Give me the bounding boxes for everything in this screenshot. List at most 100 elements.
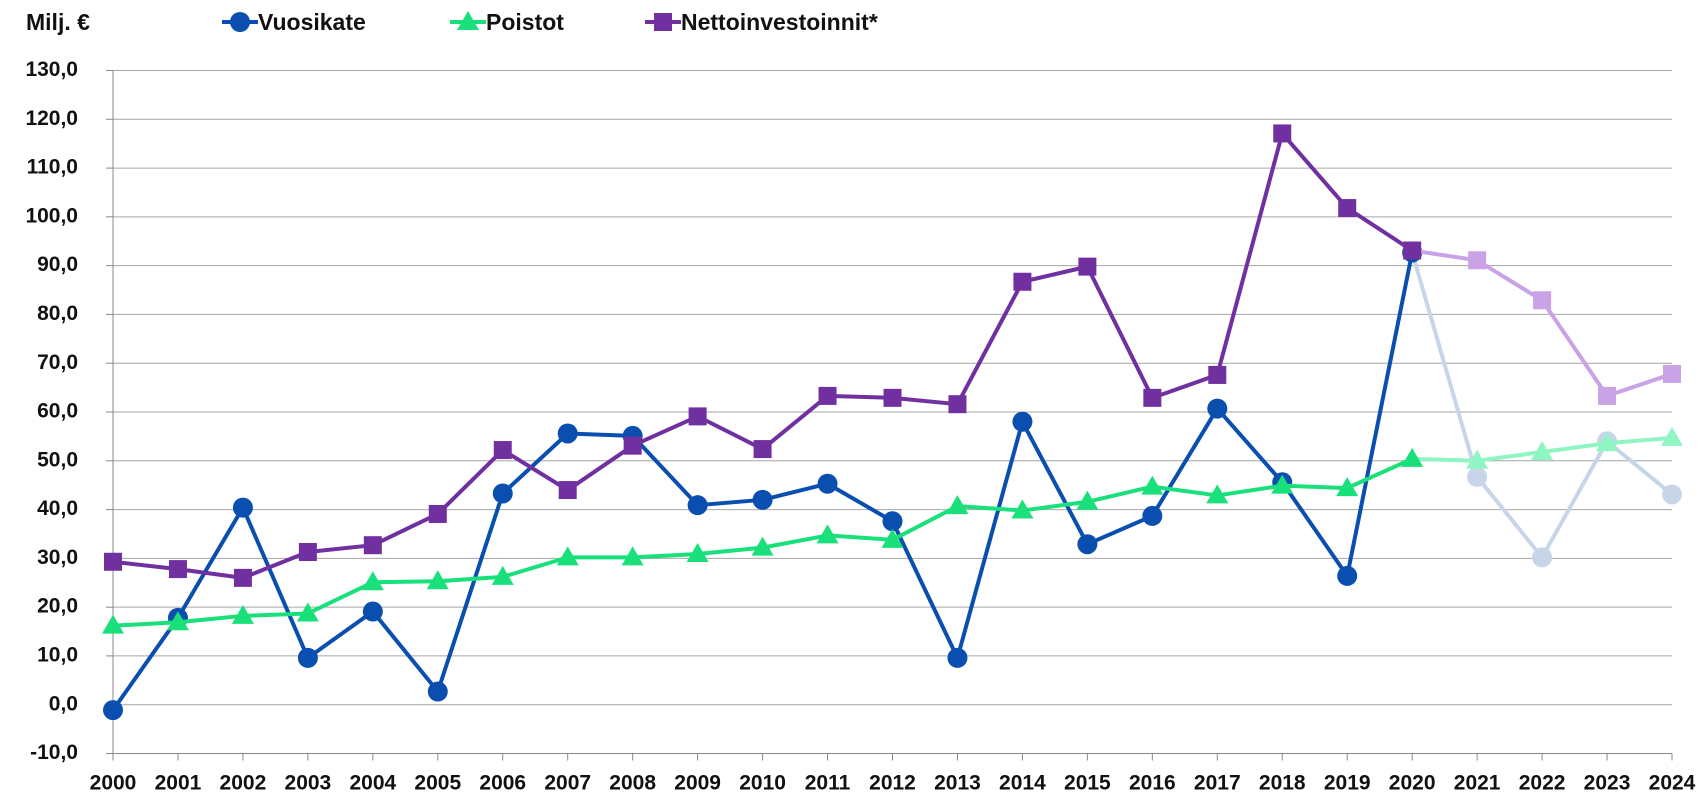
y-tick-label: 80,0 (37, 302, 78, 325)
x-tick-label: 2023 (1584, 772, 1631, 795)
point (621, 546, 644, 566)
x-tick-label: 2013 (934, 772, 981, 795)
point (1403, 241, 1422, 260)
point (557, 423, 578, 444)
y-tick-label: 30,0 (37, 546, 78, 569)
x-tick-label: 2022 (1519, 772, 1566, 795)
point (297, 647, 318, 668)
x-tick-label: 2014 (999, 772, 1046, 795)
point (491, 565, 514, 585)
y-tick-label: 60,0 (37, 400, 78, 423)
y-tick-label: 130,0 (25, 58, 78, 81)
x-tick-label: 2006 (479, 772, 526, 795)
x-tick-label: 2011 (805, 772, 851, 795)
point (1337, 565, 1358, 586)
legend-marker (654, 13, 672, 31)
y-tick-label: 110,0 (27, 156, 78, 179)
point (426, 570, 449, 590)
point (818, 386, 837, 405)
point (881, 528, 904, 548)
x-tick-label: 2000 (90, 772, 137, 795)
point (362, 601, 383, 622)
point (232, 497, 253, 518)
point (1468, 251, 1487, 270)
x-tick-label: 2016 (1129, 772, 1176, 795)
point (751, 536, 774, 556)
point (361, 571, 384, 591)
point (1663, 364, 1681, 383)
x-tick-label: 2015 (1064, 772, 1111, 795)
series-line (112, 131, 1414, 580)
y-tick-label: 50,0 (37, 448, 78, 471)
point (1467, 466, 1488, 487)
y-tick-label: 100,0 (25, 204, 78, 227)
point (168, 560, 187, 579)
x-tick-label: 2024 (1649, 772, 1696, 795)
x-tick-label: 2004 (349, 772, 396, 795)
x-tick-label: 2020 (1389, 772, 1436, 795)
point (686, 542, 709, 562)
x-tick-label: 2021 (1454, 772, 1501, 795)
point (1207, 398, 1228, 419)
y-tick-label: -10,0 (30, 741, 78, 764)
x-tick-label: 2019 (1324, 772, 1371, 795)
point (1466, 449, 1489, 469)
point (1077, 534, 1098, 555)
point (233, 568, 252, 587)
y-tick-label: 40,0 (37, 497, 78, 520)
x-tick-label: 2008 (609, 772, 656, 795)
point (104, 552, 122, 571)
y-tick-label: 70,0 (37, 351, 78, 374)
point (1078, 257, 1097, 276)
point (1532, 547, 1553, 568)
x-tick-label: 2002 (220, 772, 267, 795)
point (752, 489, 773, 510)
point (493, 441, 512, 460)
point (296, 602, 319, 622)
point (298, 543, 317, 562)
point (1662, 484, 1682, 505)
point (1273, 124, 1292, 143)
point (1206, 484, 1229, 504)
legend-label: Nettoinvestoinnit* (681, 9, 878, 35)
point (231, 604, 254, 624)
point (687, 495, 708, 516)
point (103, 700, 123, 721)
y-tick-label: 90,0 (37, 253, 78, 276)
point (1598, 386, 1617, 405)
point (102, 614, 124, 634)
point (1011, 499, 1034, 519)
legend-marker (230, 12, 250, 32)
x-tick-label: 2009 (674, 772, 721, 795)
point (883, 388, 902, 407)
legend-label: Poistot (486, 9, 564, 35)
point (623, 436, 642, 455)
point (1142, 505, 1163, 526)
y-tick-label: 20,0 (37, 595, 78, 618)
point (166, 611, 189, 631)
point (1533, 291, 1552, 310)
x-tick-label: 2003 (285, 772, 332, 795)
point (1141, 475, 1164, 495)
series-line (111, 252, 1415, 712)
y-tick-label: 120,0 (25, 107, 78, 130)
point (1531, 441, 1554, 461)
y-axis-label: Milj. € (26, 9, 90, 35)
point (1012, 411, 1033, 432)
legend-label: Vuosikate (258, 9, 366, 35)
projected-line (1411, 248, 1673, 398)
x-tick-label: 2007 (544, 772, 591, 795)
point (1661, 426, 1683, 446)
point (882, 511, 903, 532)
point (1208, 365, 1227, 384)
point (947, 647, 968, 668)
point (1143, 388, 1162, 407)
x-tick-label: 2010 (739, 772, 786, 795)
point (1271, 474, 1294, 494)
point (1596, 432, 1619, 452)
x-tick-label: 2017 (1194, 772, 1241, 795)
point (1076, 490, 1099, 510)
point (1401, 447, 1424, 467)
point (1336, 477, 1359, 497)
